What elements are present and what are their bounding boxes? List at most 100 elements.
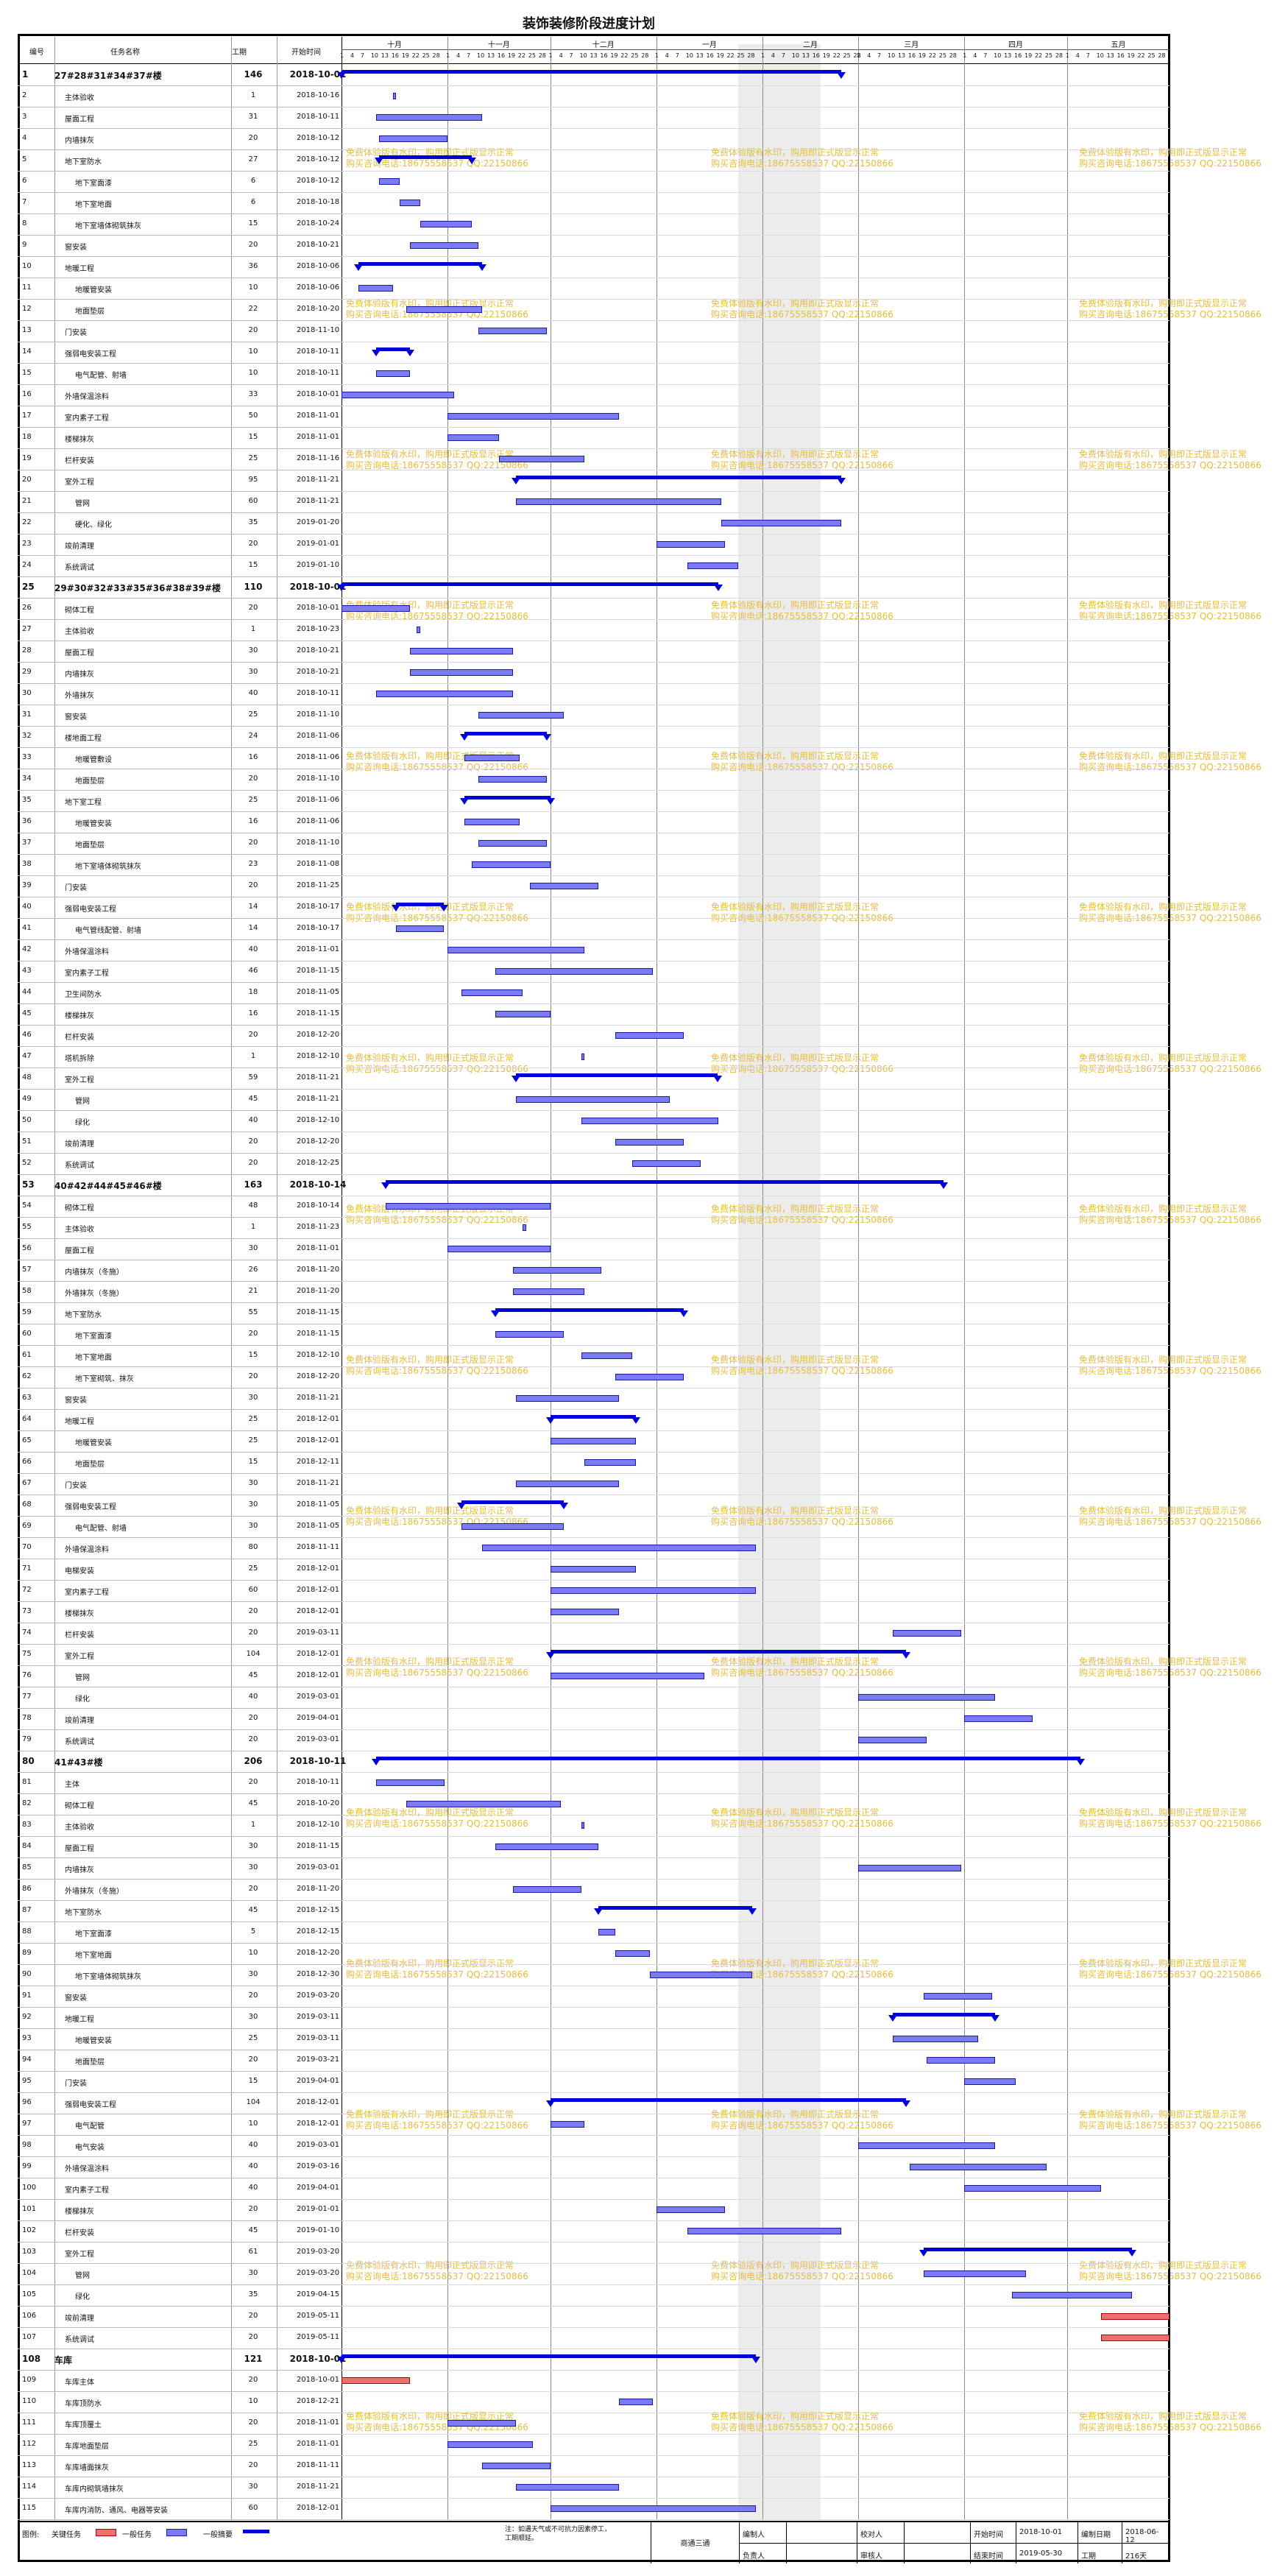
summary-bar[interactable] [381,1180,949,1189]
table-row[interactable]: 6 地下室面漆 6 2018-10-12 [18,171,342,193]
task-bar[interactable] [392,93,397,99]
table-row[interactable]: 94 地面垫层 20 2019-03-21 [18,2050,342,2072]
critical-task-bar[interactable] [1101,2335,1170,2341]
table-row[interactable]: 13 门安装 20 2018-11-10 [18,320,342,342]
table-row[interactable]: 54 砌体工程 48 2018-10-14 [18,1196,342,1218]
task-bar[interactable] [964,2185,1102,2192]
task-bar[interactable] [386,1203,551,1210]
table-row[interactable]: 47 塔机拆除 1 2018-12-10 [18,1046,342,1068]
task-bar[interactable] [598,1929,615,1935]
summary-bar[interactable] [491,1308,688,1317]
task-bar[interactable] [516,1395,619,1402]
task-bar[interactable] [400,200,420,206]
summary-bar[interactable] [545,1415,641,1424]
task-bar[interactable] [721,520,841,526]
table-row[interactable]: 45 楼梯抹灰 16 2018-11-15 [18,1003,342,1026]
table-row[interactable]: 19 栏杆安装 25 2018-11-16 [18,448,342,470]
summary-bar[interactable] [593,1906,757,1915]
table-row[interactable]: 110 车库顶防水 10 2018-12-21 [18,2391,342,2413]
table-row[interactable]: 59 地下室防水 55 2018-11-15 [18,1302,342,1324]
table-row[interactable]: 48 室外工程 59 2018-11-21 [18,1068,342,1090]
summary-bar[interactable] [354,262,487,271]
summary-bar[interactable] [375,155,476,164]
table-row[interactable]: 97 电气配管 10 2018-12-01 [18,2114,342,2136]
task-bar[interactable] [512,1267,602,1274]
table-row[interactable]: 29 内墙抹灰 30 2018-10-21 [18,662,342,684]
task-bar[interactable] [618,2399,654,2405]
table-row[interactable]: 35 地下室工程 25 2018-11-06 [18,790,342,812]
task-bar[interactable] [406,306,482,313]
table-row[interactable]: 64 地暖工程 25 2018-12-01 [18,1409,342,1431]
task-bar[interactable] [516,498,722,505]
table-row[interactable]: 1 27#28#31#34#37#楼 146 2018-10-01 [18,64,346,86]
table-row[interactable]: 57 内墙抹灰（冬施） 26 2018-11-20 [18,1260,342,1282]
task-bar[interactable] [379,135,448,142]
table-row[interactable]: 26 砌体工程 20 2018-10-01 [18,598,342,620]
table-row[interactable]: 86 外墙抹灰（冬施） 20 2018-11-20 [18,1879,342,1901]
table-row[interactable]: 113 车库墙面抹灰 20 2018-11-11 [18,2455,342,2477]
task-bar[interactable] [649,1972,752,1978]
task-bar[interactable] [495,1843,598,1850]
table-row[interactable]: 36 地暖管安装 16 2018-11-06 [18,811,342,833]
table-row[interactable]: 10 地暖工程 36 2018-10-06 [18,256,342,278]
table-row[interactable]: 65 地暖管安装 25 2018-12-01 [18,1430,342,1453]
table-row[interactable]: 91 窗安装 20 2019-03-20 [18,1986,342,2008]
task-bar[interactable] [581,1054,585,1060]
task-bar[interactable] [516,1481,619,1487]
task-bar[interactable] [516,1096,670,1103]
table-row[interactable]: 61 地下室地面 15 2018-12-10 [18,1345,342,1367]
task-bar[interactable] [512,1288,585,1295]
task-bar[interactable] [478,776,547,783]
summary-bar[interactable] [919,2248,1136,2256]
table-row[interactable]: 106 竣前清理 20 2019-05-11 [18,2306,342,2328]
task-bar[interactable] [923,2270,1026,2277]
task-bar[interactable] [410,242,478,249]
task-bar[interactable] [447,434,499,441]
task-bar[interactable] [687,562,739,569]
table-row[interactable]: 23 竣前清理 20 2019-01-01 [18,534,342,556]
table-row[interactable]: 75 室外工程 104 2018-12-01 [18,1644,342,1666]
summary-bar[interactable] [337,2354,760,2363]
table-row[interactable]: 77 绿化 40 2019-03-01 [18,1687,342,1709]
table-row[interactable]: 98 电气安装 40 2019-03-01 [18,2135,342,2157]
task-bar[interactable] [420,221,472,227]
table-row[interactable]: 20 室外工程 95 2018-11-21 [18,470,342,492]
task-bar[interactable] [615,1032,684,1039]
table-row[interactable]: 38 地下室墙体砌筑抹灰 23 2018-11-08 [18,854,342,876]
task-bar[interactable] [447,1246,551,1252]
task-bar[interactable] [464,819,520,825]
task-bar[interactable] [447,2420,517,2427]
summary-bar[interactable] [371,347,414,356]
table-row[interactable]: 74 栏杆安装 20 2019-03-11 [18,1623,342,1645]
task-bar[interactable] [858,1694,996,1701]
task-bar[interactable] [417,627,420,633]
task-bar[interactable] [615,1139,684,1146]
table-row[interactable]: 31 窗安装 25 2018-11-10 [18,705,342,727]
task-bar[interactable] [529,883,598,889]
table-row[interactable]: 83 主体验收 1 2018-12-10 [18,1815,342,1837]
table-row[interactable]: 107 系统调试 20 2019-05-11 [18,2327,342,2349]
table-row[interactable]: 112 车库地面垫层 25 2018-11-01 [18,2434,342,2456]
summary-bar[interactable] [371,1757,1086,1765]
table-row[interactable]: 37 地面垫层 20 2018-11-10 [18,833,342,855]
task-bar[interactable] [495,1331,565,1338]
table-row[interactable]: 34 地面垫层 20 2018-11-10 [18,769,342,791]
table-row[interactable]: 105 绿化 35 2019-04-15 [18,2284,342,2307]
task-bar[interactable] [656,2206,725,2213]
summary-bar[interactable] [460,732,551,741]
task-bar[interactable] [656,541,725,548]
task-bar[interactable] [461,989,523,996]
table-row[interactable]: 5 地下室防水 27 2018-10-12 [18,149,342,172]
table-row[interactable]: 95 门安装 15 2019-04-01 [18,2071,342,2093]
summary-bar[interactable] [392,903,449,911]
task-bar[interactable] [964,1715,1033,1722]
task-bar[interactable] [632,1160,701,1167]
task-bar[interactable] [1012,2292,1133,2298]
task-bar[interactable] [550,2505,756,2512]
task-bar[interactable] [342,392,455,398]
task-bar[interactable] [923,1993,992,2000]
table-row[interactable]: 7 地下室地面 6 2018-10-18 [18,192,342,214]
task-bar[interactable] [396,925,445,932]
table-row[interactable]: 85 内墙抹灰 30 2019-03-01 [18,1857,342,1880]
table-row[interactable]: 40 强弱电安装工程 14 2018-10-17 [18,897,342,919]
